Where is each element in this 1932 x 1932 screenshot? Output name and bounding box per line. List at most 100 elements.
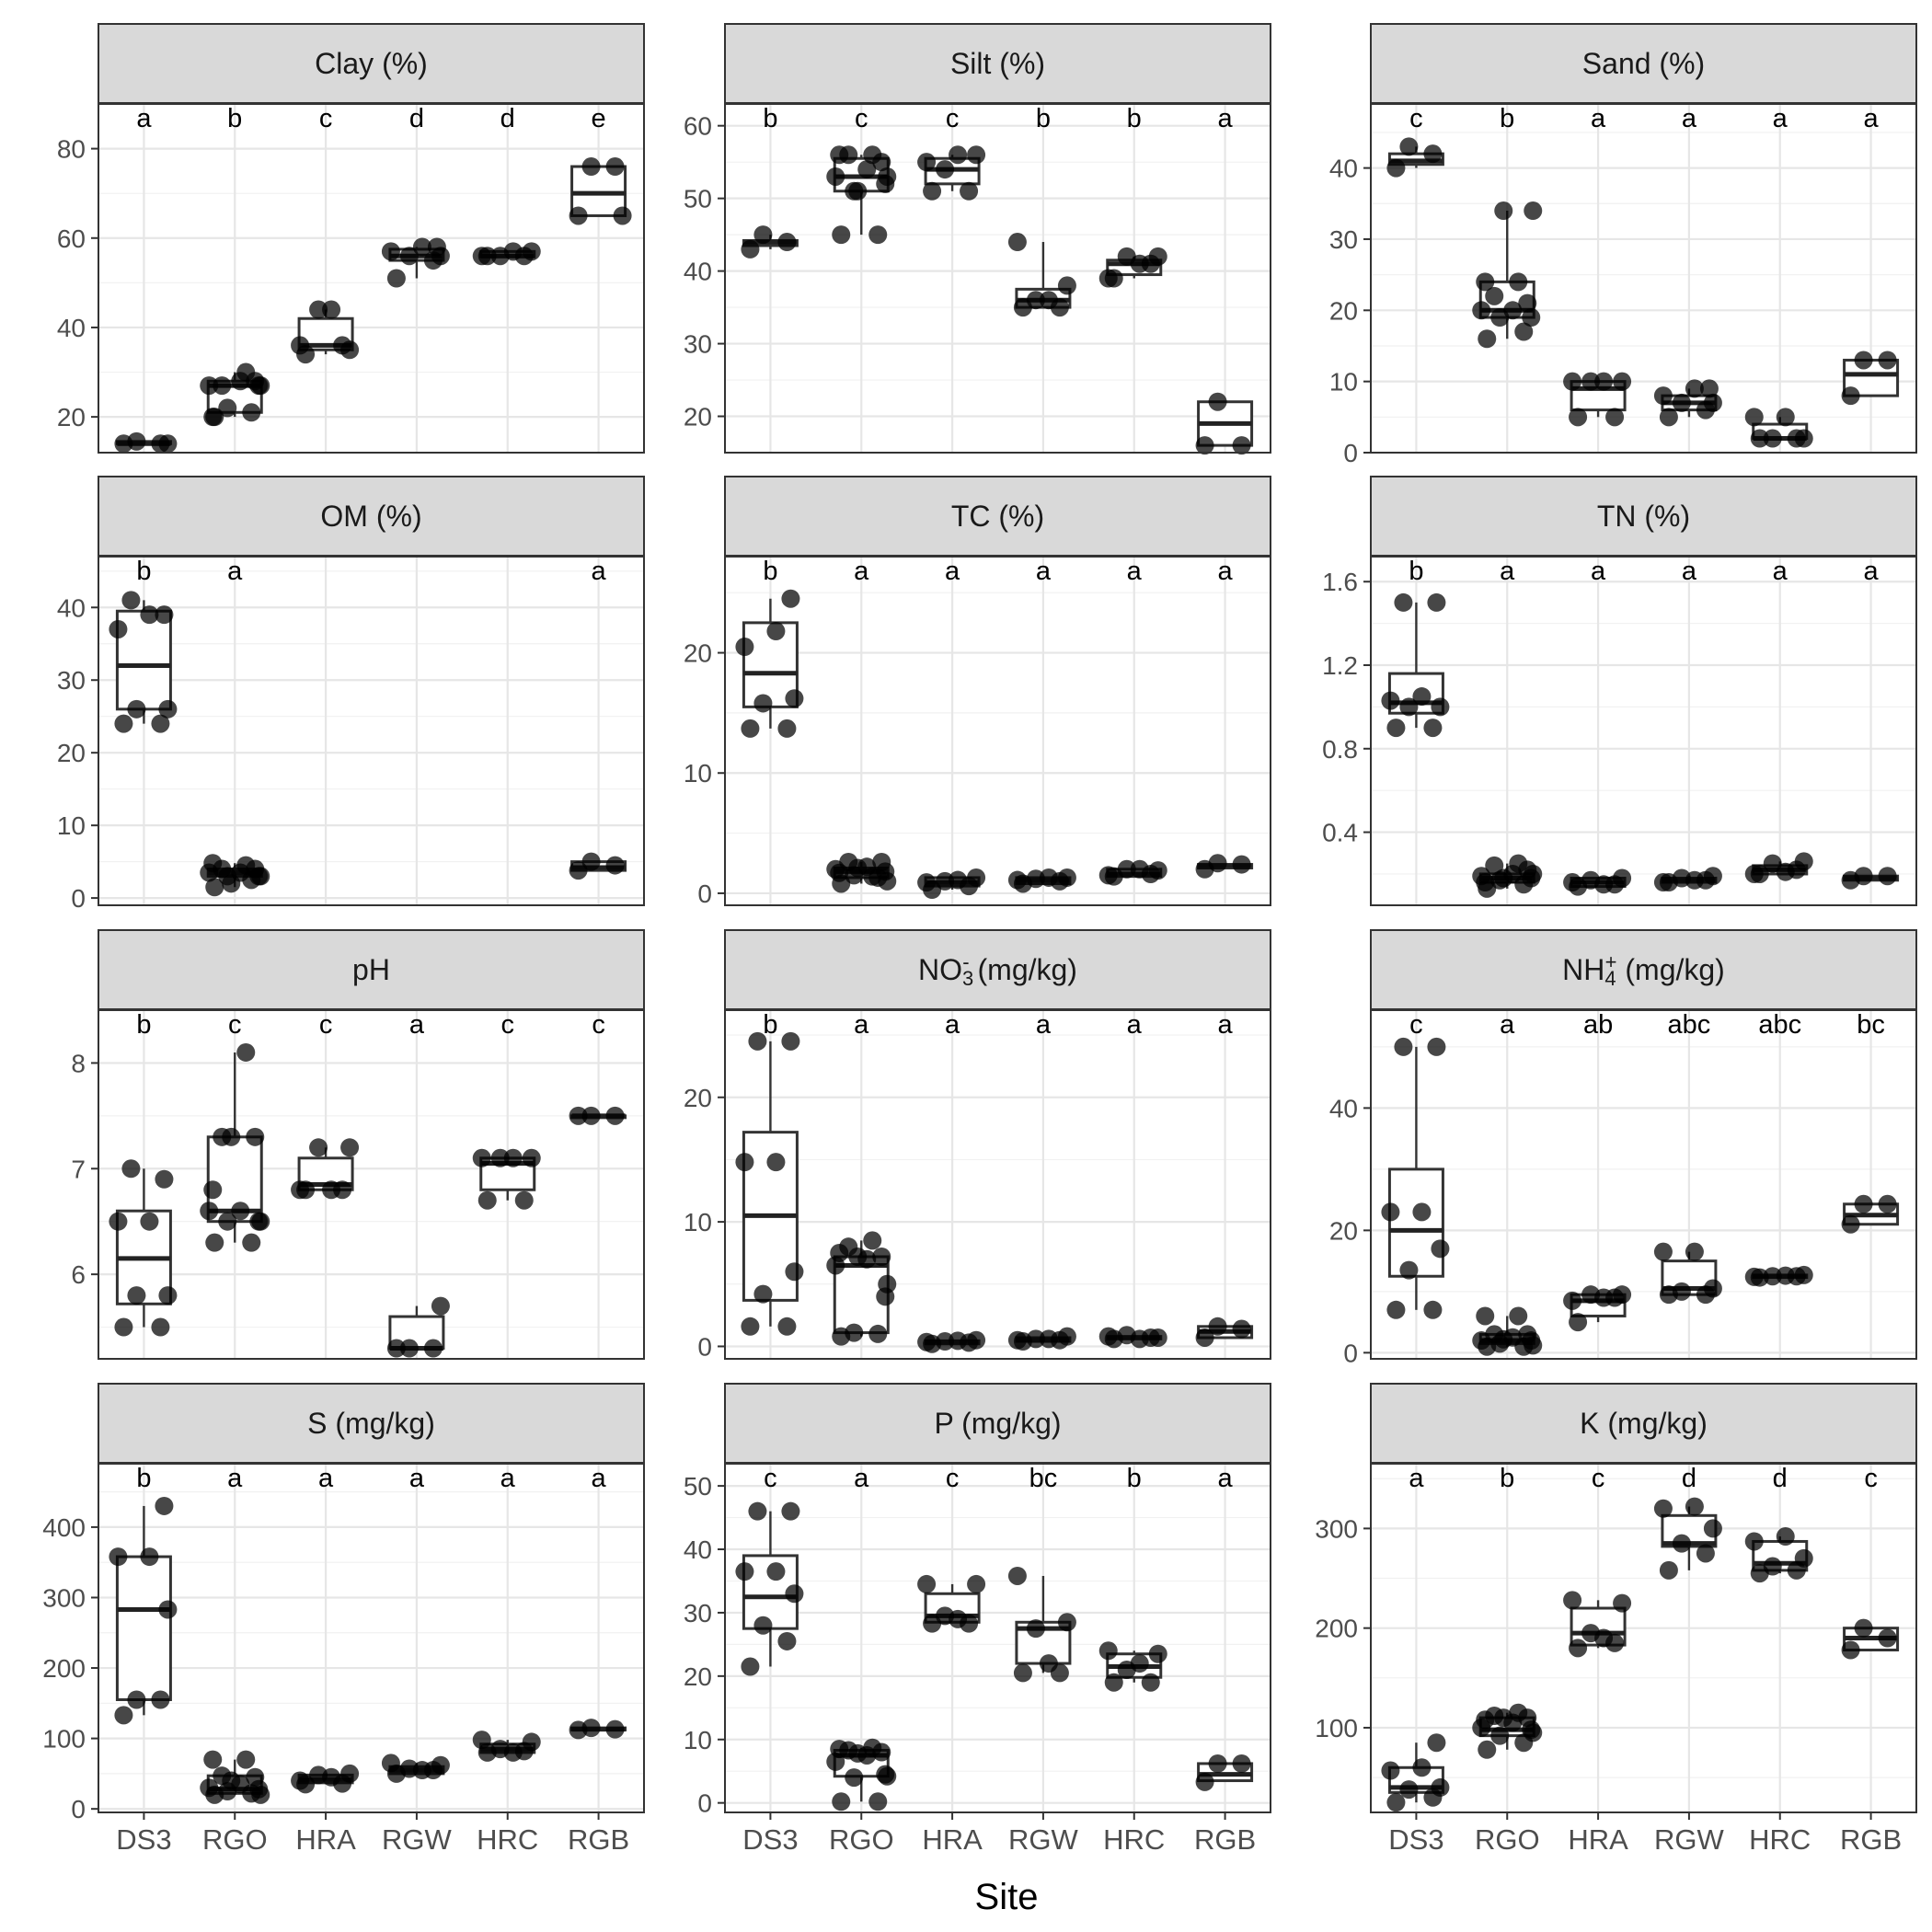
panel-5-point xyxy=(1232,855,1251,874)
panel-11-y-tick-label: 10 xyxy=(684,1726,712,1754)
panel-10-y-tick-label: 400 xyxy=(42,1513,86,1542)
panel-3-point xyxy=(1569,408,1588,427)
panel-2-y-tick-label: 60 xyxy=(684,112,712,141)
panel-1-point xyxy=(412,237,431,257)
panel-11-point xyxy=(1057,1613,1076,1632)
panel-11-y-tick-label: 20 xyxy=(684,1662,712,1691)
panel-2-point xyxy=(917,153,937,172)
panel-10-sig-letter: a xyxy=(227,1464,243,1493)
panel-8-point xyxy=(830,1243,849,1262)
panel-2-point xyxy=(848,181,868,201)
panel-5-point xyxy=(781,589,800,608)
panel-10-sig-letter: a xyxy=(409,1464,425,1493)
panel-1-strip xyxy=(98,23,645,104)
panel-7-point xyxy=(205,1233,224,1252)
panel-2-strip-label: Silt (%) xyxy=(950,47,1045,80)
panel-12-point xyxy=(1509,1703,1528,1722)
panel-9-point xyxy=(1653,1242,1673,1261)
panel-5-y-tick-label: 20 xyxy=(684,639,712,668)
panel-7-point xyxy=(218,1212,237,1231)
panel-11-x-tick-label: HRA xyxy=(922,1823,983,1856)
panel-8-point xyxy=(753,1284,773,1304)
panel-4-sig-letter: b xyxy=(136,557,151,586)
panel-3-point xyxy=(1613,372,1632,391)
panel-5-sig-letter: a xyxy=(854,557,869,586)
panel-5-point xyxy=(1057,868,1076,887)
panel-10-point xyxy=(158,1600,178,1619)
panel-8-y-tick-label: 10 xyxy=(684,1208,712,1236)
panel-9-point xyxy=(1613,1285,1632,1305)
panel-12-x-tick-label: HRA xyxy=(1568,1823,1628,1856)
panel-6-point xyxy=(1399,697,1419,717)
panel-2-point xyxy=(826,167,845,186)
panel-3-y-tick-label: 30 xyxy=(1329,225,1358,254)
panel-9-sig-letter: ab xyxy=(1583,1010,1613,1040)
panel-8-sig-letter: a xyxy=(1036,1010,1052,1040)
panel-12-point xyxy=(1685,1497,1704,1516)
panel-7-point xyxy=(109,1212,128,1231)
panel-7-point xyxy=(121,1159,141,1179)
panel-7-point xyxy=(158,1286,178,1305)
panel-5-strip-label: TC (%) xyxy=(951,500,1044,533)
panel-2-point xyxy=(878,167,897,186)
panel-12-point xyxy=(1494,1708,1513,1728)
panel-8-point xyxy=(735,1153,754,1172)
panel-9-point xyxy=(1794,1265,1813,1284)
panel-1-point xyxy=(340,340,360,360)
panel-1-y-tick-label: 40 xyxy=(57,314,86,342)
panel-3-point xyxy=(1672,393,1691,412)
panel-3-point xyxy=(1518,293,1537,313)
panel-8-point xyxy=(868,1324,888,1343)
panel-4-strip-label: OM (%) xyxy=(320,500,421,533)
panel-5-point xyxy=(949,870,968,890)
panel-8-point xyxy=(1232,1319,1251,1339)
panel-7-y-tick-label: 8 xyxy=(71,1049,86,1077)
panel-4-point xyxy=(121,591,141,610)
panel-7-point xyxy=(114,1317,133,1337)
panel-11-point xyxy=(785,1584,804,1604)
panel-11-point xyxy=(753,1616,773,1635)
panel-9-sig-letter: c xyxy=(1409,1010,1423,1040)
panel-5-point xyxy=(1208,854,1227,873)
panel-10-x-tick-label: DS3 xyxy=(116,1823,171,1856)
panel-5-sig-letter: b xyxy=(763,557,777,586)
panel-6-point xyxy=(1423,719,1443,738)
panel-11-sig-letter: c xyxy=(764,1464,777,1493)
panel-8-point xyxy=(878,1274,897,1294)
panel-1-point xyxy=(605,157,625,177)
panel-11-point xyxy=(830,1740,849,1759)
panel-12: K (mg/kg) a b c d d c 100 200 300 DS3 RGO HRA RGW HRC R… xyxy=(1315,1383,1917,1856)
panel-11-point xyxy=(1195,1772,1214,1791)
panel-4-border xyxy=(98,556,645,906)
panel-3-point xyxy=(1703,393,1722,412)
panel-6-point xyxy=(1685,870,1704,890)
panel-11-point xyxy=(949,1609,968,1628)
panel-4-point xyxy=(114,714,133,733)
panel-5-sig-letter: a xyxy=(1218,557,1234,586)
panel-7-point xyxy=(140,1212,159,1231)
panel-2-point xyxy=(1208,392,1227,411)
panel-6-sig-letter: a xyxy=(1591,557,1606,586)
panel-9-plot-bg xyxy=(1371,1010,1916,1359)
panel-10-point xyxy=(127,1690,146,1709)
panel-5-point xyxy=(1007,870,1027,890)
panel-5-sig-letter: a xyxy=(1036,557,1052,586)
panel-1-point xyxy=(569,206,588,225)
panel-7-point xyxy=(309,1138,328,1157)
panel-1-plot-bg xyxy=(98,104,644,453)
panel-1-point xyxy=(158,434,178,454)
panel-6-point xyxy=(1776,862,1795,881)
panel-5-sig-letter: a xyxy=(945,557,960,586)
panel-12-plot-bg xyxy=(1371,1464,1916,1812)
panel-3-point xyxy=(1776,408,1795,427)
panel-12-point xyxy=(1672,1534,1691,1553)
panel-3-strip xyxy=(1370,23,1917,104)
panel-8-plot-bg xyxy=(725,1010,1271,1359)
panel-8-point xyxy=(1130,1329,1149,1349)
panel-10-sig-letter: a xyxy=(592,1464,607,1493)
panel-2-point xyxy=(863,145,882,165)
panel-5-plot-bg xyxy=(725,557,1271,905)
panel-7-point xyxy=(605,1106,625,1125)
panel-8-point xyxy=(949,1331,968,1351)
